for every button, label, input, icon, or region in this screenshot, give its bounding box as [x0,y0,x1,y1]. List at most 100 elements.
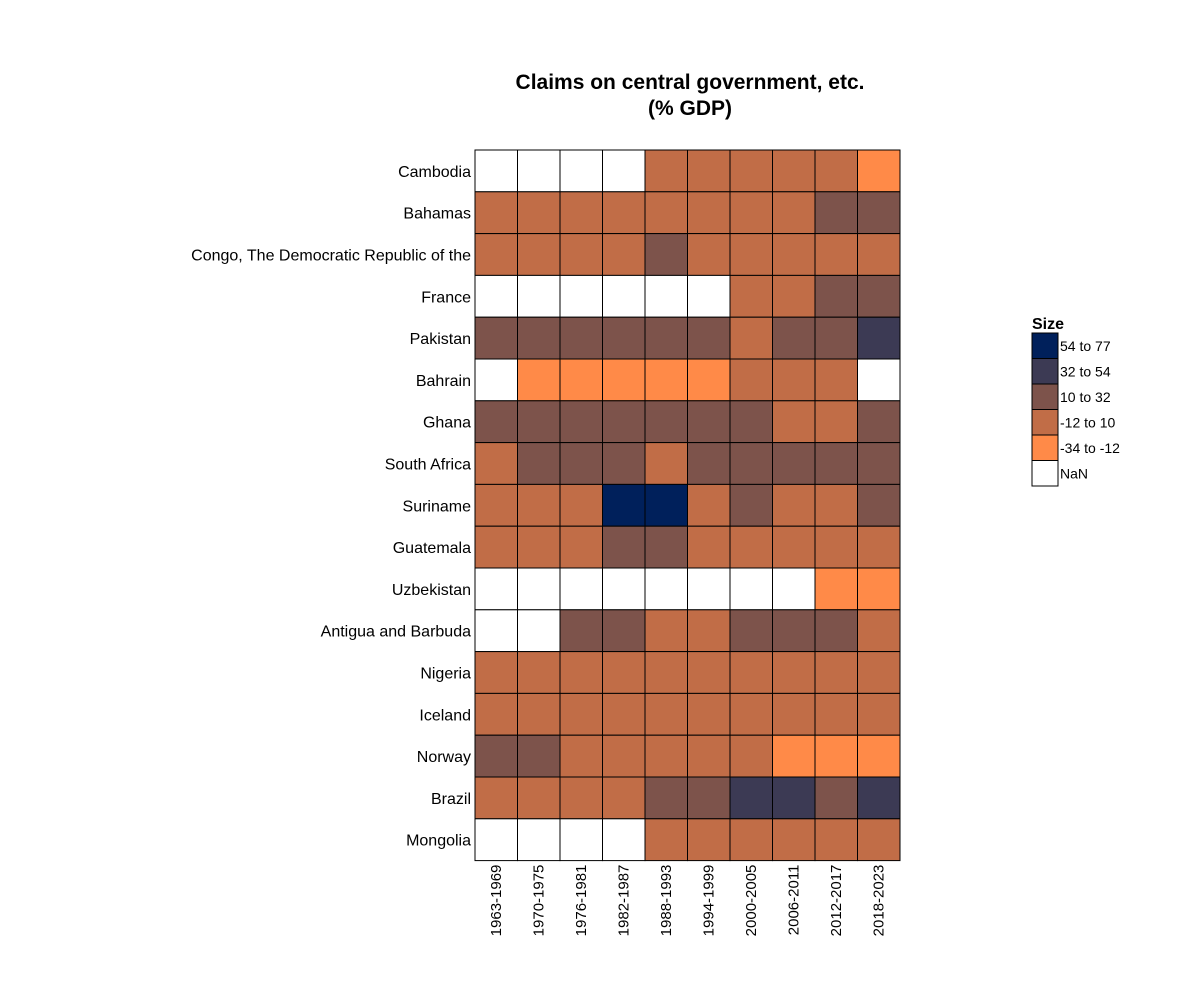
heatmap-cell [602,233,646,276]
heatmap-cell [644,776,688,820]
row-label: Nigeria [420,666,471,683]
heatmap-cell [559,191,603,235]
heatmap-cell [857,525,901,569]
heatmap-cell [474,651,518,694]
column-label: 1963-1969 [488,865,505,937]
legend-swatch [1031,434,1059,461]
heatmap-cell [814,483,858,527]
heatmap-cell [517,442,561,485]
heatmap-cell [857,358,901,402]
heatmap-cell [474,274,518,318]
heatmap-cell [814,609,858,653]
legend-label: 32 to 54 [1060,363,1111,379]
heatmap-cell [517,191,561,235]
row-label: Guatemala [393,540,471,557]
heatmap-cell [474,734,518,778]
legend-swatch [1031,409,1059,436]
row-label: France [421,289,471,306]
heatmap-cell [772,776,816,820]
heatmap-cell [517,567,561,611]
heatmap-cell [772,149,816,193]
heatmap-cell [687,734,731,778]
heatmap-cell [772,400,816,444]
heatmap-cell [857,191,901,235]
heatmap-cell [857,316,901,360]
heatmap-cell [814,274,858,318]
heatmap-cell [559,776,603,820]
heatmap-cell [857,442,901,485]
heatmap-cell [814,692,858,736]
column-label: 1982-1987 [616,865,633,937]
heatmap-cell [602,400,646,444]
heatmap-cell [644,692,688,736]
heatmap-cell [474,442,518,485]
heatmap-cell [772,274,816,318]
heatmap-cell [857,692,901,736]
heatmap-cell [687,651,731,694]
legend-swatch [1031,460,1059,487]
heatmap-cell [517,818,561,862]
heatmap-cell [814,734,858,778]
heatmap-cell [814,818,858,862]
heatmap-cell [687,274,731,318]
column-label: 2012-2017 [828,865,845,937]
heatmap-cell [729,818,773,862]
heatmap-cell [857,274,901,318]
heatmap-cell [517,609,561,653]
heatmap-cell [517,274,561,318]
row-label: South Africa [385,457,471,474]
heatmap-cell [772,525,816,569]
heatmap-cell [857,483,901,527]
heatmap-cell [814,233,858,276]
chart-title-line-2: (% GDP) [648,97,732,120]
heatmap-cell [687,818,731,862]
heatmap-cell [687,525,731,569]
heatmap-cell [559,651,603,694]
heatmap-cell [729,525,773,569]
heatmap-cell [602,149,646,193]
heatmap-cell [559,692,603,736]
heatmap-cell [729,400,773,444]
chart-title-line-1: Claims on central government, etc. [516,71,865,94]
heatmap-cell [644,818,688,862]
heatmap-cell [559,609,603,653]
heatmap-cell [687,358,731,402]
row-label: Uzbekistan [392,582,471,599]
row-label: Pakistan [410,331,471,348]
heatmap-cell [857,149,901,193]
heatmap-cell [814,149,858,193]
heatmap-cell [814,191,858,235]
heatmap-cell [602,776,646,820]
column-label: 2018-2023 [871,865,888,937]
heatmap-cell [729,483,773,527]
heatmap-cell [474,316,518,360]
heatmap-cell [474,818,518,862]
heatmap-cell [644,274,688,318]
heatmap-cell [644,442,688,485]
heatmap-cell [517,776,561,820]
heatmap-cell [729,692,773,736]
heatmap-cell [559,358,603,402]
heatmap-cell [857,651,901,694]
heatmap-cell [687,316,731,360]
heatmap-cell [687,692,731,736]
heatmap-cell [559,442,603,485]
heatmap-cell [814,400,858,444]
heatmap-cell [559,567,603,611]
heatmap-cell [857,818,901,862]
heatmap-cell [644,483,688,527]
row-label: Iceland [419,707,471,724]
heatmap-cell [772,358,816,402]
heatmap-cell [644,734,688,778]
heatmap-cell [772,692,816,736]
heatmap-cell [729,609,773,653]
heatmap-cell [687,191,731,235]
heatmap-cell [814,567,858,611]
column-labels: 1963-1969 1970-1975 1976-1981 1982-1987 1988… [488,865,888,937]
row-labels: Cambodia Bahamas Congo, The Democratic Rep… [191,164,471,850]
heatmap-cell [517,358,561,402]
heatmap-cell [772,567,816,611]
heatmap-cell [474,776,518,820]
legend-swatch [1031,332,1059,359]
